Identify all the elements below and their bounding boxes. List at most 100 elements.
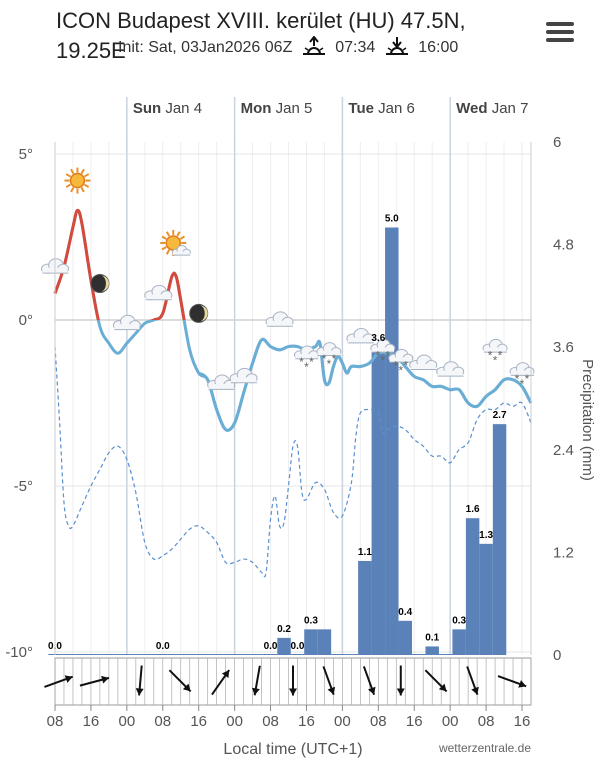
x-tick-label: 08 <box>154 713 171 730</box>
precip-bar <box>371 347 386 655</box>
x-tick-label: 00 <box>226 713 243 730</box>
x-tick-label: 00 <box>334 713 351 730</box>
cloud-icon <box>144 284 173 301</box>
precip-data-label: 0.0 <box>291 641 305 652</box>
y-right-tick-label: 3.6 <box>553 339 574 356</box>
precip-bar <box>196 654 210 655</box>
precip-bar <box>412 654 426 655</box>
svg-text:*: * <box>299 355 304 369</box>
precip-bar <box>452 629 466 655</box>
cloud-icon <box>436 361 465 377</box>
x-axis-label: Local time (UTC+1) <box>223 741 362 758</box>
init-label: Init: Sat, 03Jan2026 06Z <box>118 39 293 56</box>
wind-arrow <box>362 666 376 695</box>
precip-bar <box>465 518 480 655</box>
x-tick-label: 16 <box>406 713 423 730</box>
precip-bar <box>438 654 453 655</box>
temperature-line-cold <box>197 337 533 432</box>
snow-cloud-icon: * ** <box>482 338 508 368</box>
x-tick-label: 16 <box>514 713 531 730</box>
precip-bar <box>182 654 197 655</box>
precip-data-label: 0.0 <box>264 641 278 652</box>
precip-bar <box>425 646 439 655</box>
y-left-tick-label: 0° <box>19 312 33 329</box>
page-title: ICON Budapest XVIII. kerület (HU) 47.5N,… <box>56 8 466 63</box>
wind-arrow <box>251 665 261 696</box>
precip-bar <box>223 654 237 655</box>
svg-text:*: * <box>385 349 390 363</box>
wind-arrow <box>211 669 231 696</box>
snow-cloud-icon: * ** <box>388 348 414 378</box>
day-label: Mon Jan 5 <box>241 100 313 117</box>
source-credit: wetterzentrale.de <box>438 741 531 755</box>
precip-bar <box>479 543 493 655</box>
cloud-icon <box>229 367 258 384</box>
svg-text:*: * <box>403 359 408 373</box>
sunrise-time: 07:34 <box>335 39 376 56</box>
sunset-time: 16:00 <box>418 39 459 56</box>
precip-data-label: 0.2 <box>277 624 291 635</box>
precip-bar <box>88 654 103 655</box>
x-tick-label: 00 <box>442 713 459 730</box>
wind-arrow <box>424 669 448 693</box>
wind-arrow <box>44 675 73 688</box>
x-tick-label: 00 <box>119 713 136 730</box>
hamburger-menu-icon[interactable] <box>546 22 574 44</box>
wind-arrow <box>79 675 110 687</box>
wind-arrow <box>466 666 479 695</box>
x-tick-label: 08 <box>262 713 279 730</box>
precip-bar <box>250 654 264 655</box>
precip-bar <box>75 654 89 655</box>
precip-bar <box>209 654 224 655</box>
x-tick-label: 08 <box>370 713 387 730</box>
cloud-icon <box>409 354 438 370</box>
svg-text:*: * <box>332 352 337 366</box>
svg-text:*: * <box>398 364 403 378</box>
svg-text:*: * <box>488 349 493 363</box>
svg-text:*: * <box>520 377 525 391</box>
snow-cloud-icon: * ** <box>509 362 535 391</box>
precip-data-label: 3.6 <box>371 333 385 344</box>
precip-bar <box>385 227 399 655</box>
cloud-icon <box>112 314 141 331</box>
day-label: Tue Jan 6 <box>348 100 414 117</box>
precip-bar <box>331 654 345 655</box>
precip-bar <box>263 654 278 655</box>
svg-text:*: * <box>515 372 520 386</box>
svg-text:*: * <box>375 349 380 363</box>
x-tick-label: 16 <box>83 713 100 730</box>
cloud-icon <box>346 328 375 344</box>
svg-text:*: * <box>380 354 385 368</box>
y-right-tick-label: 0 <box>553 647 561 664</box>
precip-bar <box>115 654 130 655</box>
precip-bar <box>290 654 305 655</box>
moon-icon <box>90 273 110 293</box>
init-info: Init: Sat, 03Jan2026 06Z 07:34 16:00 <box>118 36 458 58</box>
precip-data-label: 0.3 <box>304 615 318 626</box>
moon-icon <box>189 303 209 323</box>
precip-bar <box>358 560 372 655</box>
y-left-tick-label: 5° <box>19 146 33 163</box>
y-right-tick-label: 6 <box>553 134 561 151</box>
precip-bar <box>129 654 143 655</box>
precip-bar <box>61 654 76 655</box>
x-tick-label: 16 <box>298 713 315 730</box>
precip-bar <box>277 637 291 655</box>
y-left-tick-label: -5° <box>14 478 33 495</box>
precip-data-label: 0.4 <box>398 607 412 618</box>
x-tick-label: 08 <box>47 713 64 730</box>
day-label: Wed Jan 7 <box>456 100 528 117</box>
wind-arrow <box>135 665 144 696</box>
precip-data-label: 0.1 <box>425 632 439 643</box>
sun-cloud-icon <box>160 229 191 256</box>
precip-bar <box>156 654 170 655</box>
y-right-tick-label: 4.8 <box>553 237 574 254</box>
dewpoint-line <box>54 346 532 578</box>
sunrise-icon <box>302 36 325 55</box>
svg-text:*: * <box>322 352 327 366</box>
day-label: Sun Jan 4 <box>133 100 202 117</box>
precip-bar <box>102 654 116 655</box>
precip-bar <box>304 629 318 655</box>
y-right-axis-label: Precipitation (mm) <box>579 359 596 481</box>
